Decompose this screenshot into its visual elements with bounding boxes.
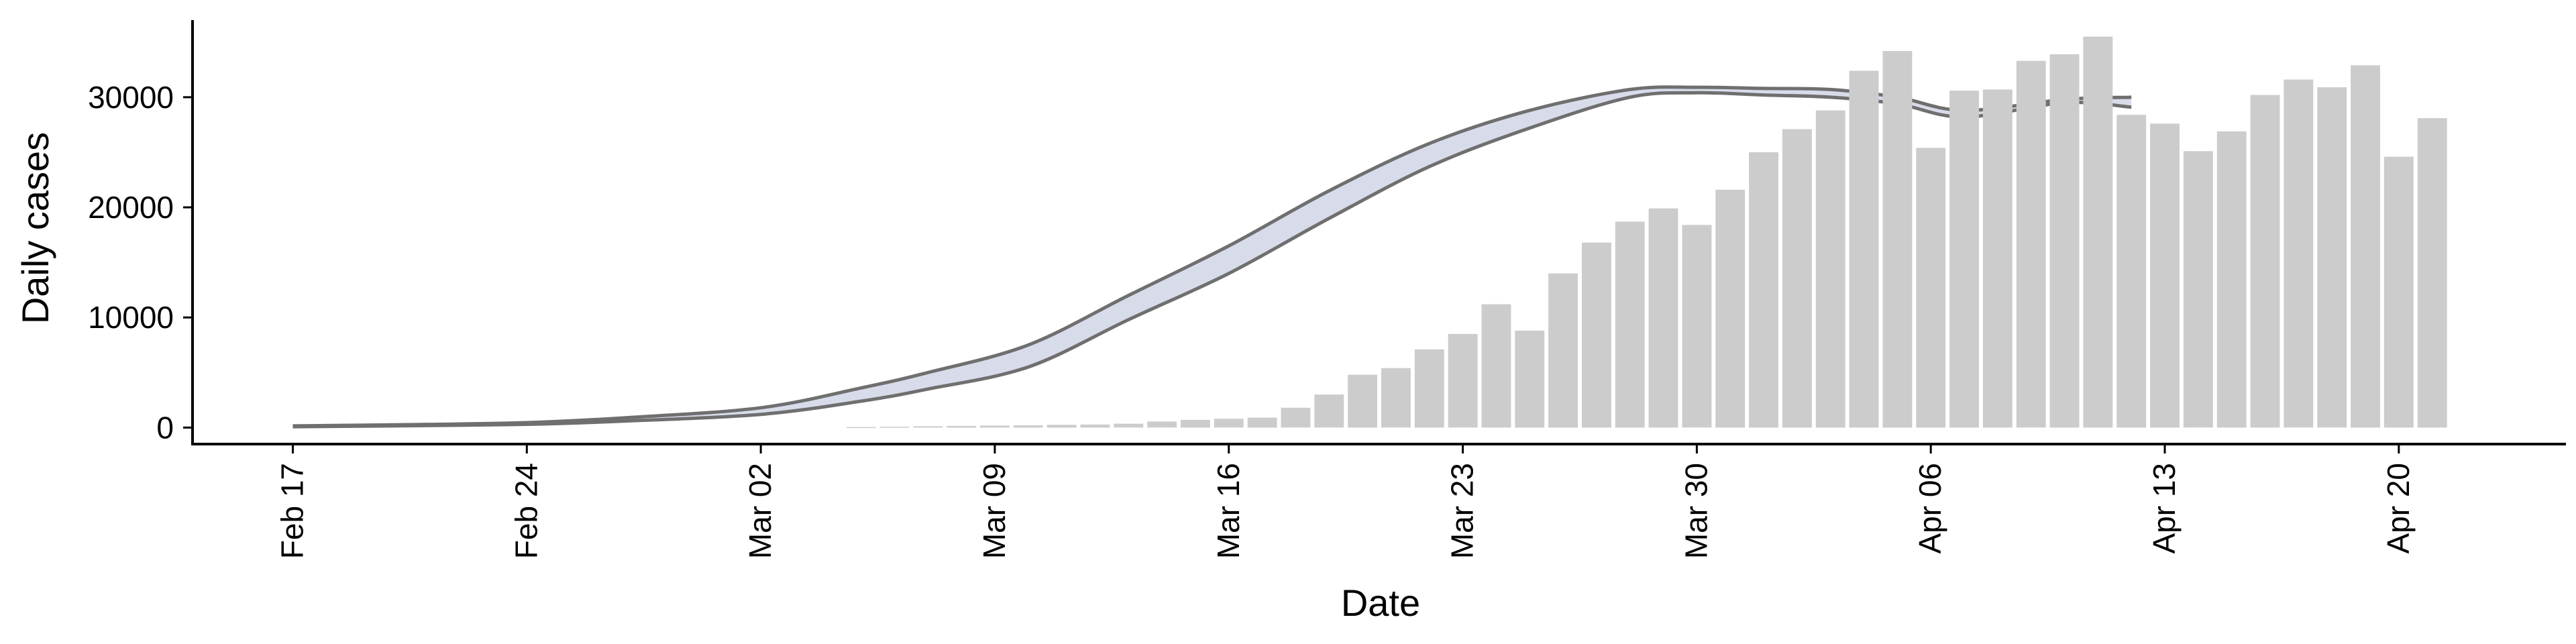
- bar: [1348, 374, 1378, 428]
- bar: [2116, 115, 2147, 428]
- bar: [1247, 417, 1277, 428]
- bar: [1314, 394, 1344, 428]
- x-tick-label: Apr 13: [2147, 463, 2182, 554]
- bar: [2417, 118, 2447, 428]
- bar: [913, 426, 943, 428]
- y-axis-title: Daily cases: [14, 132, 56, 324]
- y-tick-label: 20000: [88, 190, 174, 225]
- axes-layer: [191, 20, 2566, 445]
- bar: [947, 425, 977, 428]
- bar: [2083, 36, 2113, 428]
- bar: [1281, 407, 1311, 428]
- estimate-band: [292, 87, 2132, 427]
- bar: [1414, 349, 1444, 428]
- bar: [879, 427, 910, 428]
- bar: [1749, 152, 1778, 428]
- bar: [1882, 51, 1913, 428]
- bar: [1181, 419, 1210, 428]
- bar: [1548, 273, 1578, 428]
- bar: [2284, 79, 2314, 428]
- bar: [2383, 156, 2414, 428]
- bar: [1214, 419, 1244, 428]
- bar: [1682, 225, 1712, 428]
- bar: [980, 425, 1010, 428]
- bar: [1949, 91, 1979, 428]
- bar: [1046, 425, 1077, 428]
- bar: [2216, 131, 2247, 428]
- bar: [1982, 89, 2012, 428]
- x-tick-label: Apr 06: [1913, 463, 1947, 554]
- x-ticks: Feb 17 Feb 24 Mar 02 Mar 09 Mar 16 Mar 23 Mar …: [275, 444, 2416, 559]
- x-tick-label: Mar 23: [1445, 463, 1480, 559]
- x-tick-label: Apr 20: [2381, 463, 2416, 554]
- bar: [2351, 65, 2380, 428]
- bar: [1648, 208, 1678, 428]
- x-tick-label: Mar 30: [1678, 463, 1713, 559]
- bar: [1481, 304, 1511, 428]
- bar: [2183, 151, 2213, 428]
- bar: [1013, 425, 1043, 428]
- y-tick-label: 30000: [88, 80, 174, 115]
- bar: [1448, 333, 1478, 428]
- bar: [1615, 221, 1645, 428]
- x-tick-label: Mar 02: [743, 463, 777, 559]
- bar: [2317, 87, 2347, 428]
- x-tick-label: Mar 09: [977, 463, 1012, 559]
- bar: [1782, 129, 1812, 428]
- y-ticks: 0 10000 20000 30000: [88, 80, 193, 445]
- bar: [1916, 148, 1946, 428]
- x-axis-title: Date: [1341, 582, 1420, 624]
- bar: [1381, 368, 1411, 428]
- bar: [2150, 123, 2180, 428]
- bar: [1849, 70, 1879, 428]
- bar: [2250, 95, 2280, 428]
- y-tick-label: 10000: [88, 300, 174, 335]
- x-tick-label: Feb 24: [508, 463, 543, 559]
- y-tick-label: 0: [156, 410, 174, 445]
- bar: [1715, 189, 1746, 428]
- bar: [1815, 110, 1845, 428]
- bar: [1582, 242, 1611, 428]
- bar: [2049, 54, 2080, 428]
- bar: [1114, 423, 1144, 428]
- x-tick-label: Mar 16: [1211, 463, 1246, 559]
- bars-layer: [846, 36, 2447, 429]
- bar: [2016, 60, 2046, 428]
- x-tick-label: Feb 17: [275, 463, 310, 559]
- bar: [1147, 421, 1177, 428]
- bar: [846, 427, 876, 429]
- bar: [1080, 424, 1110, 428]
- bar: [1515, 330, 1545, 428]
